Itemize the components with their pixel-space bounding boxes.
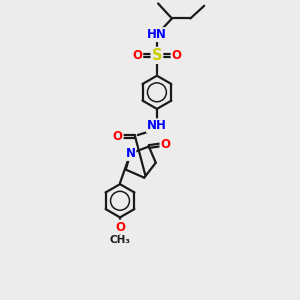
Text: S: S [152,48,162,63]
Text: O: O [172,49,182,62]
Text: HN: HN [147,28,167,41]
Text: O: O [132,49,142,62]
Text: N: N [125,147,135,160]
Text: O: O [113,130,123,143]
Text: NH: NH [147,119,167,132]
Text: O: O [160,138,170,151]
Text: CH₃: CH₃ [110,236,130,245]
Text: O: O [115,220,125,234]
